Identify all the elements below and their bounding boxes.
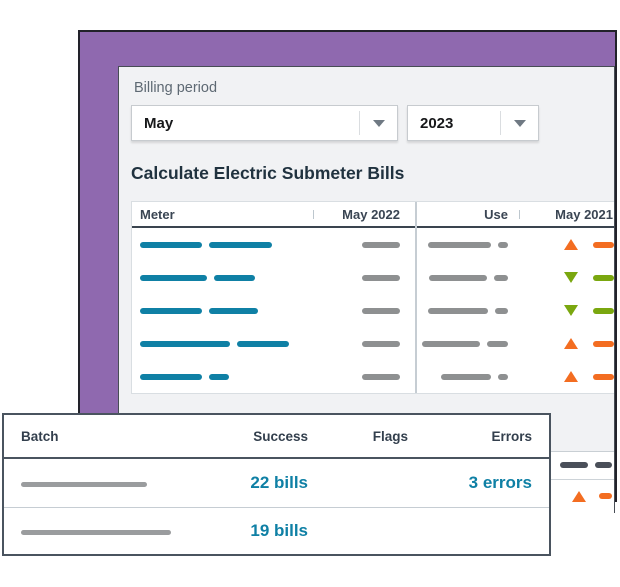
page-title: Calculate Electric Submeter Bills bbox=[131, 163, 405, 183]
trend-value-bar bbox=[593, 274, 614, 281]
use-cell bbox=[415, 307, 520, 314]
use-placeholder-bar bbox=[498, 373, 508, 380]
trend-value-bar bbox=[593, 307, 614, 314]
meter-name-placeholder-bar bbox=[209, 307, 258, 314]
may2022-cell bbox=[314, 307, 415, 314]
trend-value-bar bbox=[599, 493, 612, 500]
meter-cell bbox=[132, 307, 314, 314]
trend-value-bar bbox=[593, 340, 614, 347]
use-placeholder-bar bbox=[498, 241, 508, 248]
main-table-body bbox=[132, 228, 614, 393]
use-cell bbox=[415, 340, 520, 347]
meter-cell bbox=[132, 373, 314, 380]
success-count[interactable]: 22 bills bbox=[250, 473, 308, 492]
billing-month-value: May bbox=[144, 114, 174, 132]
value-placeholder-bar bbox=[362, 241, 400, 248]
meter-cell bbox=[132, 340, 314, 347]
use-placeholder-bar bbox=[428, 241, 491, 248]
submeter-bills-table: Meter May 2022 Use May 2021 bbox=[131, 201, 614, 394]
use-placeholder-bar bbox=[428, 307, 488, 314]
table-header-row: Meter May 2022 Use May 2021 bbox=[132, 202, 614, 228]
may2021-cell bbox=[520, 338, 617, 349]
batch-name-cell bbox=[21, 474, 178, 492]
batch-row[interactable]: 22 bills 3 errors bbox=[4, 459, 549, 508]
column-header-meter: Meter bbox=[132, 207, 314, 222]
year-caret-section[interactable] bbox=[500, 111, 538, 135]
value-placeholder-bar bbox=[362, 307, 400, 314]
dark-placeholder-bar bbox=[595, 462, 612, 469]
batch-panel-body: 22 bills 3 errors 19 bills bbox=[4, 459, 549, 554]
meter-name-placeholder-bar bbox=[140, 373, 202, 380]
trend-up-icon bbox=[572, 490, 586, 502]
trend-up-icon bbox=[564, 338, 578, 349]
trend-value-bar bbox=[593, 241, 614, 248]
may2022-cell bbox=[314, 340, 415, 347]
meter-name-placeholder-bar bbox=[140, 274, 207, 281]
trend-down-icon bbox=[564, 272, 578, 283]
batch-name-placeholder-bar bbox=[21, 530, 171, 535]
meter-name-placeholder-bar bbox=[140, 241, 202, 248]
meter-cell bbox=[132, 241, 314, 248]
use-placeholder-bar bbox=[441, 373, 491, 380]
use-cell bbox=[415, 274, 520, 281]
billing-year-select[interactable]: 2023 bbox=[407, 105, 539, 141]
meter-name-placeholder-bar bbox=[140, 307, 202, 314]
use-placeholder-bar bbox=[429, 274, 487, 281]
secondary-table-row bbox=[131, 480, 614, 513]
may2022-cell bbox=[314, 241, 415, 248]
meter-name-placeholder-bar bbox=[140, 340, 230, 347]
value-placeholder-bar bbox=[362, 274, 400, 281]
use-cell bbox=[415, 373, 520, 380]
billing-year-value: 2023 bbox=[420, 114, 454, 132]
table-row[interactable] bbox=[132, 360, 614, 393]
value-placeholder-bar bbox=[362, 340, 400, 347]
column-header-batch: Batch bbox=[21, 428, 59, 444]
column-header-may2021: May 2021 bbox=[555, 206, 613, 222]
dark-placeholder-bar bbox=[560, 462, 588, 469]
batch-name-placeholder-bar bbox=[21, 482, 147, 487]
column-header-errors: Errors bbox=[491, 428, 532, 444]
use-placeholder-bar bbox=[495, 307, 508, 314]
billing-month-select[interactable]: May bbox=[131, 105, 398, 141]
meter-cell bbox=[132, 274, 314, 281]
batch-row[interactable]: 19 bills bbox=[4, 508, 549, 554]
may2021-cell bbox=[520, 305, 617, 316]
use-placeholder-bar bbox=[487, 340, 508, 347]
trend-up-icon bbox=[564, 239, 578, 250]
chevron-down-icon bbox=[372, 119, 385, 127]
table-row[interactable] bbox=[132, 327, 614, 360]
errors-count[interactable]: 3 errors bbox=[468, 473, 532, 492]
billing-period-label: Billing period bbox=[134, 80, 218, 96]
meter-name-placeholder-bar bbox=[214, 274, 255, 281]
may2022-cell bbox=[314, 274, 415, 281]
month-caret-section[interactable] bbox=[359, 111, 397, 135]
trend-down-icon bbox=[564, 305, 578, 316]
value-placeholder-bar bbox=[362, 373, 400, 380]
may2021-cell bbox=[520, 371, 617, 382]
trend-up-icon bbox=[564, 371, 578, 382]
trend-value-bar bbox=[593, 373, 614, 380]
use-placeholder-bar bbox=[422, 340, 480, 347]
batch-name-cell bbox=[21, 522, 178, 540]
may2021-cell bbox=[520, 239, 617, 250]
table-row[interactable] bbox=[132, 261, 614, 294]
column-header-may2022: May 2022 bbox=[342, 206, 400, 222]
batch-panel-header: Batch Success Flags Errors bbox=[4, 415, 549, 459]
column-header-flags: Flags bbox=[372, 428, 408, 444]
meter-name-placeholder-bar bbox=[209, 241, 272, 248]
column-header-success: Success bbox=[253, 428, 308, 444]
meter-name-placeholder-bar bbox=[237, 340, 289, 347]
chevron-down-icon bbox=[513, 119, 526, 127]
may2022-cell bbox=[314, 373, 415, 380]
may2021-cell bbox=[520, 272, 617, 283]
success-count[interactable]: 19 bills bbox=[250, 521, 308, 540]
table-row[interactable] bbox=[132, 294, 614, 327]
table-row[interactable] bbox=[132, 228, 614, 261]
use-placeholder-bar bbox=[494, 274, 508, 281]
meter-name-placeholder-bar bbox=[209, 373, 229, 380]
batch-results-panel: Batch Success Flags Errors 22 bills 3 err… bbox=[2, 413, 551, 556]
table-group-divider bbox=[415, 202, 417, 393]
use-cell bbox=[415, 241, 520, 248]
column-header-use: Use bbox=[415, 207, 520, 222]
